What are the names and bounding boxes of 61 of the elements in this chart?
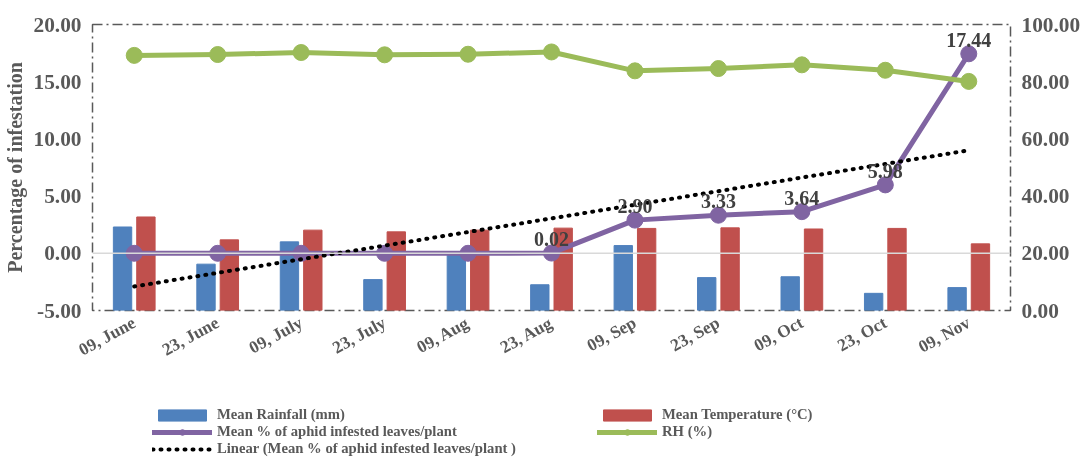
y-tick-label: 15.00	[33, 69, 82, 94]
bar	[780, 276, 800, 311]
x-tick-label: 23, June	[159, 313, 223, 360]
point	[125, 244, 143, 262]
y-tick-label: 20.00	[33, 12, 82, 37]
x-tick-label: 23, Sep	[667, 313, 723, 356]
point	[960, 72, 978, 90]
y-tick-label: 10.00	[33, 126, 82, 151]
data-label: 3.64	[784, 186, 820, 209]
bar	[136, 216, 156, 311]
bar	[697, 277, 717, 311]
y-tick-label: -5.00	[37, 298, 82, 323]
y-tick-label: 0.00	[44, 241, 82, 266]
bar	[863, 292, 884, 311]
bar	[446, 253, 467, 311]
legend-label: RH (%)	[662, 423, 714, 440]
legend-label: Mean Rainfall (mm)	[217, 406, 346, 423]
y2-tick-label: 100.00	[1021, 12, 1081, 37]
data-label: 17.44	[946, 28, 992, 51]
bar	[363, 279, 383, 311]
legend-label: Mean % of aphid infested leaves/plant	[217, 423, 458, 440]
y2-tick-label: 20.00	[1021, 241, 1070, 266]
y2-tick-label: 40.00	[1021, 184, 1070, 209]
bar	[636, 227, 657, 311]
x-tick-label: 23, July	[329, 313, 390, 358]
x-tick-label: 09, Nov	[915, 313, 974, 357]
point	[543, 43, 560, 61]
y2-tick-label: 60.00	[1021, 126, 1070, 151]
bar	[112, 226, 133, 311]
point	[626, 62, 644, 80]
point	[376, 46, 394, 64]
x-tick-label: 23, Oct	[834, 313, 891, 356]
point	[793, 56, 811, 74]
x-tick-label: 09, July	[245, 313, 306, 358]
y-tick-label: 5.00	[44, 184, 82, 209]
bar	[613, 245, 633, 311]
bar	[196, 263, 216, 311]
bar	[530, 284, 550, 311]
bar	[720, 227, 740, 311]
point	[459, 244, 477, 262]
bar	[887, 227, 907, 311]
point	[459, 45, 477, 63]
y-axis-title: Percentage of infestation	[3, 62, 27, 273]
legend-label: Linear (Mean % of aphid infested leaves/plant )	[217, 440, 517, 457]
y2-tick-label: 0.00	[1021, 298, 1059, 323]
point	[209, 244, 227, 262]
point	[292, 44, 310, 62]
point	[876, 61, 894, 79]
x-tick-label: 23, Aug	[497, 313, 556, 358]
data-label: 3.33	[700, 190, 736, 213]
point	[209, 46, 227, 64]
point	[709, 60, 727, 78]
legend-label: Mean Temperature (°C)	[662, 406, 814, 423]
x-tick-label: 09, Oct	[750, 313, 807, 356]
x-tick-label: 09, Sep	[583, 313, 640, 356]
bar	[947, 287, 967, 311]
bar	[970, 243, 991, 311]
x-tick-label: 09, Aug	[413, 313, 473, 358]
point	[125, 46, 143, 64]
y2-tick-label: 80.00	[1021, 69, 1070, 94]
bar	[803, 228, 824, 311]
